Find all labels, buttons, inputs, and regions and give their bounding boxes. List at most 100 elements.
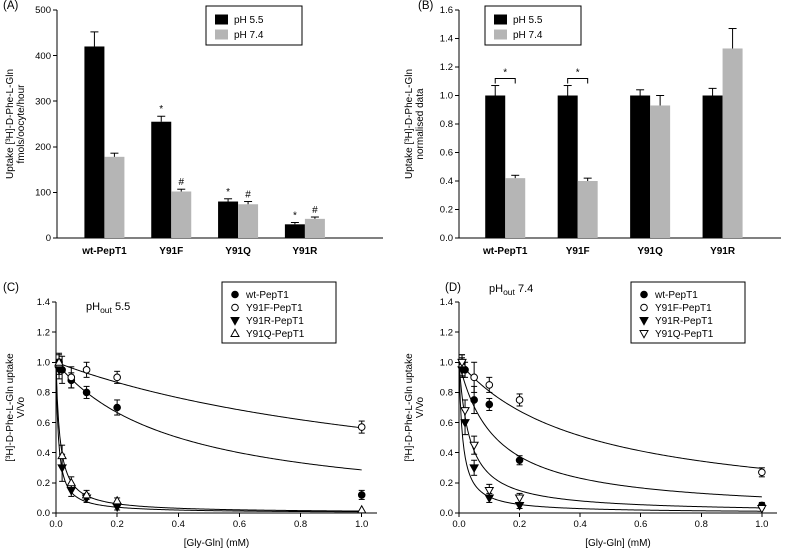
svg-text:1.4: 1.4	[440, 297, 453, 308]
svg-text:wt-PepT1: wt-PepT1	[245, 290, 289, 301]
svg-text:*: *	[226, 187, 230, 198]
svg-text:0.6: 0.6	[634, 519, 647, 530]
svg-text:V/Vo: V/Vo	[16, 397, 27, 419]
svg-text:0.0: 0.0	[49, 519, 62, 530]
svg-text:0.4: 0.4	[574, 519, 587, 530]
panel-d-plot: 0.0 0.2 0.4 0.6 0.8 1.0 1.2 1.4 [³H]-D-Phe-L-Gln…	[399, 276, 797, 553]
svg-text:0.4: 0.4	[440, 448, 453, 459]
svg-text:*: *	[293, 210, 297, 221]
svg-text:0.8: 0.8	[440, 388, 453, 399]
svg-text:500: 500	[35, 5, 51, 16]
svg-text:[Gly-Gln] (mM): [Gly-Gln] (mM)	[585, 538, 651, 549]
svg-text:Y91R: Y91R	[292, 246, 318, 257]
svg-text:*: *	[576, 68, 580, 79]
svg-text:0.2: 0.2	[440, 205, 453, 216]
svg-text:1.2: 1.2	[440, 327, 453, 338]
svg-text:0.8: 0.8	[294, 519, 307, 530]
panel-b-chart: 0.0 0.2 0.4 0.6 0.8 1.0 1.2 1.4 1.6 Uptake [³H]-D…	[404, 5, 781, 257]
svg-text:Y91Q-PepT1: Y91Q-PepT1	[655, 329, 714, 340]
svg-text:1.6: 1.6	[440, 5, 453, 16]
svg-text:0.6: 0.6	[440, 148, 453, 159]
svg-text:normalised data: normalised data	[415, 88, 426, 160]
svg-text:Y91Q-PepT1: Y91Q-PepT1	[246, 329, 305, 340]
svg-text:Y91Q: Y91Q	[225, 246, 251, 257]
svg-text:0.0: 0.0	[37, 508, 50, 519]
svg-text:wt-PepT1: wt-PepT1	[482, 246, 528, 257]
svg-text:0.6: 0.6	[233, 519, 246, 530]
svg-text:wt-PepT1: wt-PepT1	[654, 290, 698, 301]
svg-text:#: #	[178, 177, 184, 188]
svg-text:pH 7.4: pH 7.4	[234, 30, 264, 41]
svg-text:1.0: 1.0	[37, 357, 50, 368]
svg-text:0.2: 0.2	[513, 519, 526, 530]
svg-text:pH 7.4: pH 7.4	[513, 30, 543, 41]
panel-b: (B) 0.0 0.2 0.4 0.6 0.8 1.0 1.2 1.4 1.6 Uptake [³…	[399, 0, 797, 276]
svg-text:*: *	[159, 104, 163, 115]
svg-text:0.4: 0.4	[37, 448, 50, 459]
svg-text:Y91F: Y91F	[159, 246, 183, 257]
svg-text:wt-PepT1: wt-PepT1	[81, 246, 127, 257]
svg-text:0: 0	[46, 233, 51, 244]
svg-text:0.4: 0.4	[440, 176, 453, 187]
svg-text:fmols/oocyte/hour: fmols/oocyte/hour	[16, 84, 27, 164]
panel-label-b: (B)	[418, 0, 434, 12]
svg-text:0.8: 0.8	[695, 519, 708, 530]
panel-b-plot: 0.0 0.2 0.4 0.6 0.8 1.0 1.2 1.4 1.6 Uptake [³H]-D…	[399, 0, 797, 276]
panel-d-chart: 0.0 0.2 0.4 0.6 0.8 1.0 1.2 1.4 [³H]-D-Phe-L-Gln…	[404, 281, 777, 549]
svg-text:300: 300	[35, 96, 51, 107]
svg-text:400: 400	[35, 51, 51, 62]
svg-text:[³H]-D-Phe-L-Gln uptake: [³H]-D-Phe-L-Gln uptake	[404, 353, 415, 462]
svg-text:*: *	[503, 68, 507, 79]
svg-text:0.0: 0.0	[452, 519, 465, 530]
svg-text:0.2: 0.2	[111, 519, 124, 530]
panel-d: (D) 0.0 0.2 0.4 0.6 0.8 1.0 1.2 1.4 [³H]-D-Phe-L…	[399, 276, 797, 553]
svg-text:pHout 7.4: pHout 7.4	[489, 283, 533, 297]
panel-label-d: (D)	[445, 282, 461, 294]
svg-text:0.0: 0.0	[440, 508, 453, 519]
panel-c-chart: 0.0 0.2 0.4 0.6 0.8 1.0 1.2 1.4 [³H]-D-Phe-L-Gln…	[5, 281, 377, 549]
svg-text:Y91F-PepT1: Y91F-PepT1	[655, 303, 712, 314]
svg-text:1.2: 1.2	[37, 327, 50, 338]
svg-text:1.4: 1.4	[37, 297, 50, 308]
svg-text:1.0: 1.0	[440, 357, 453, 368]
svg-text:#: #	[245, 190, 251, 201]
svg-text:1.2: 1.2	[440, 62, 453, 73]
svg-text:1.0: 1.0	[755, 519, 768, 530]
panel-a-plot: 0 100 200 300 400 500 Uptake [³H]-D-Phe-L-Gln f…	[0, 0, 397, 276]
svg-text:0.8: 0.8	[37, 388, 50, 399]
panel-label-c: (C)	[3, 282, 19, 294]
panel-c-plot: 0.0 0.2 0.4 0.6 0.8 1.0 1.2 1.4 [³H]-D-Phe-L-Gln…	[0, 276, 397, 553]
svg-text:V/Vo: V/Vo	[415, 397, 426, 419]
panel-label-a: (A)	[3, 0, 19, 12]
svg-text:Y91R-PepT1: Y91R-PepT1	[655, 316, 713, 327]
svg-text:1.4: 1.4	[440, 34, 453, 45]
svg-text:Y91F-PepT1: Y91F-PepT1	[246, 303, 303, 314]
svg-text:Uptake [³H]-D-Phe-L-Gln: Uptake [³H]-D-Phe-L-Gln	[5, 69, 16, 179]
svg-text:100: 100	[35, 188, 51, 199]
svg-text:pH 5.5: pH 5.5	[234, 15, 264, 26]
panel-c: (C) 0.0 0.2 0.4 0.6 0.8 1.0 1.2 1.4 [³H]-D-Phe-L…	[0, 276, 397, 553]
svg-text:0.6: 0.6	[37, 418, 50, 429]
svg-text:0.8: 0.8	[440, 119, 453, 130]
svg-text:200: 200	[35, 142, 51, 153]
svg-text:Uptake [³H]-D-Phe-L-Gln: Uptake [³H]-D-Phe-L-Gln	[404, 69, 415, 179]
svg-text:0.0: 0.0	[440, 233, 453, 244]
svg-text:1.0: 1.0	[355, 519, 368, 530]
svg-text:[³H]-D-Phe-L-Gln uptake: [³H]-D-Phe-L-Gln uptake	[5, 353, 16, 462]
svg-text:[Gly-Gln] (mM): [Gly-Gln] (mM)	[184, 538, 250, 549]
svg-text:0.2: 0.2	[37, 478, 50, 489]
panel-a-chart: 0 100 200 300 400 500 Uptake [³H]-D-Phe-L-Gln f…	[5, 5, 383, 257]
svg-text:0.4: 0.4	[172, 519, 185, 530]
svg-text:Y91R: Y91R	[710, 246, 736, 257]
svg-text:Y91R-PepT1: Y91R-PepT1	[246, 316, 304, 327]
svg-text:Y91Q: Y91Q	[637, 246, 663, 257]
svg-text:0.2: 0.2	[440, 478, 453, 489]
svg-text:pH 5.5: pH 5.5	[513, 15, 543, 26]
svg-text:Y91F: Y91F	[566, 246, 590, 257]
svg-text:#: #	[312, 205, 318, 216]
svg-text:0.6: 0.6	[440, 418, 453, 429]
svg-text:1.0: 1.0	[440, 91, 453, 102]
svg-text:pHout 5.5: pHout 5.5	[86, 301, 130, 315]
panel-a: (A) 0 100 200 300 400 500 Uptake [³H]-D-Phe-L-…	[0, 0, 397, 276]
